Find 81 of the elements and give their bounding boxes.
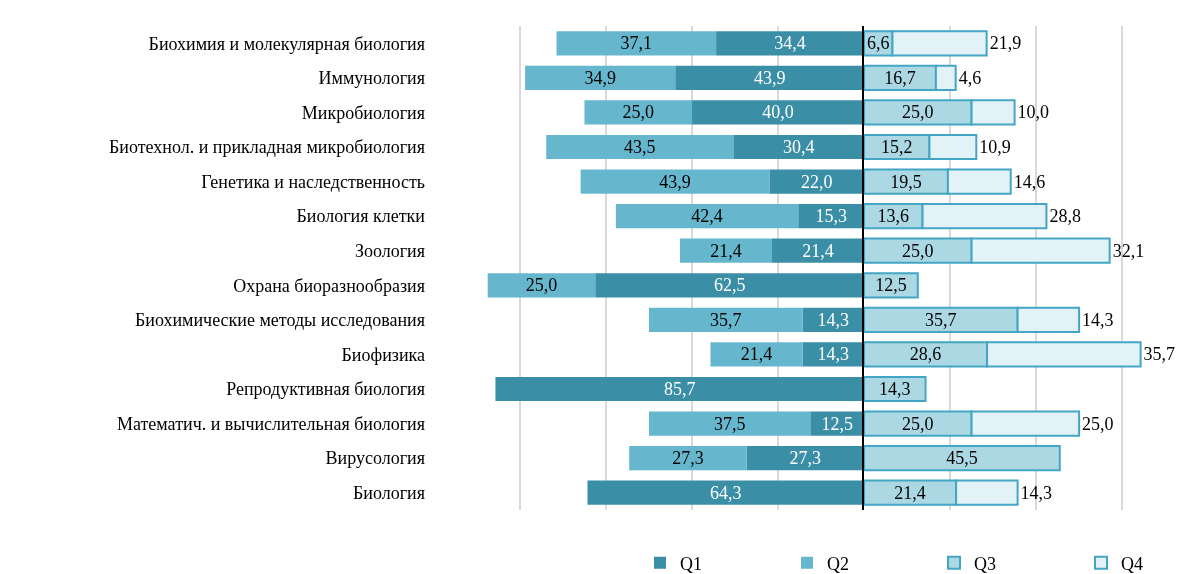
y-tick-label: Микробиология (301, 102, 425, 123)
y-tick-label: Репродуктивная биология (226, 379, 425, 400)
data-label: 10,9 (979, 137, 1011, 157)
y-tick-label: Биофизика (341, 344, 425, 365)
data-label: 45,5 (946, 448, 978, 469)
data-label: 35,7 (1143, 344, 1176, 365)
data-label: 15,2 (880, 137, 913, 157)
bar (556, 31, 717, 56)
data-label: 21,4 (802, 240, 834, 261)
data-label: 35,7 (925, 309, 957, 330)
data-label: 30,4 (782, 137, 815, 157)
data-label: 25,0 (902, 413, 934, 434)
data-label: 14,3 (1082, 309, 1114, 330)
data-label: 27,3 (672, 448, 704, 469)
data-label: 25,0 (1082, 413, 1114, 434)
data-label: 6,6 (867, 33, 890, 54)
data-label: 12,5 (875, 275, 907, 296)
data-label: 43,5 (624, 137, 656, 157)
data-label: 25,0 (902, 102, 934, 123)
data-label: 12,5 (821, 413, 853, 434)
data-label: 14,6 (1013, 171, 1046, 192)
data-label: 43,9 (753, 67, 786, 88)
data-label: 34,9 (584, 67, 616, 88)
y-tick-label: Биология клетки (296, 206, 426, 227)
data-label: 62,5 (713, 275, 746, 296)
data-label: 25,0 (622, 102, 654, 123)
data-label: 42,4 (691, 206, 723, 227)
legend-label: Q4 (1121, 553, 1143, 574)
y-tick-label: Генетика и наследственность (201, 171, 425, 192)
data-label: 28,8 (1049, 206, 1081, 227)
data-label: 28,6 (909, 344, 942, 365)
data-label: 21,4 (894, 482, 926, 503)
bar (584, 100, 693, 125)
data-label: 14,3 (1020, 482, 1053, 503)
y-tick-label: Вирусология (325, 448, 425, 469)
data-label: 21,9 (989, 33, 1022, 54)
data-label: 14,3 (879, 379, 911, 399)
data-label: 25,0 (525, 275, 558, 296)
legend-label: Q1 (680, 553, 702, 574)
legend-label: Q2 (827, 553, 849, 574)
data-label: 64,3 (710, 482, 742, 503)
data-label: 35,7 (710, 309, 742, 330)
bar (629, 446, 747, 471)
data-label: 21,4 (740, 344, 773, 365)
data-label: 14,3 (817, 309, 850, 330)
legend-label: Q3 (974, 553, 996, 574)
y-tick-label: Биохимия и молекулярная биология (148, 33, 425, 54)
data-label: 19,5 (890, 171, 922, 192)
data-label: 14,3 (817, 344, 850, 365)
y-tick-label: Биология (352, 483, 425, 504)
bar (525, 65, 676, 90)
bar (679, 238, 773, 263)
data-label: 13,6 (877, 206, 910, 227)
bar (580, 169, 770, 194)
data-label: 4,6 (958, 67, 982, 88)
data-label: 21,4 (710, 240, 742, 261)
data-label: 37,5 (713, 413, 746, 434)
y-tick-label: Охрана биоразнообразия (233, 275, 425, 296)
data-label: 10,0 (1017, 102, 1050, 123)
y-tick-label: Математич. и вычислительная биология (116, 413, 425, 434)
data-label: 85,7 (664, 379, 696, 399)
bar (710, 342, 803, 367)
bar (546, 134, 734, 160)
data-label: 34,4 (774, 33, 806, 54)
bar (487, 273, 596, 298)
data-label: 15,3 (815, 206, 847, 227)
data-label: 32,1 (1112, 240, 1145, 261)
y-tick-label: Биотехнол. и прикладная микробиология (108, 137, 425, 158)
data-label: 43,9 (659, 171, 691, 192)
data-label: 22,0 (800, 171, 833, 192)
bar (649, 411, 811, 436)
bar (615, 204, 799, 229)
data-label: 16,7 (884, 67, 916, 88)
y-tick-label: Биохимические методы исследования (134, 310, 425, 331)
data-label: 27,3 (789, 448, 822, 469)
y-tick-label: Зоология (354, 241, 425, 262)
bar (649, 307, 803, 332)
data-label: 25,0 (902, 240, 934, 261)
data-label: 40,0 (762, 102, 794, 123)
data-label: 37,1 (620, 33, 653, 54)
y-tick-label: Иммунология (318, 68, 425, 89)
